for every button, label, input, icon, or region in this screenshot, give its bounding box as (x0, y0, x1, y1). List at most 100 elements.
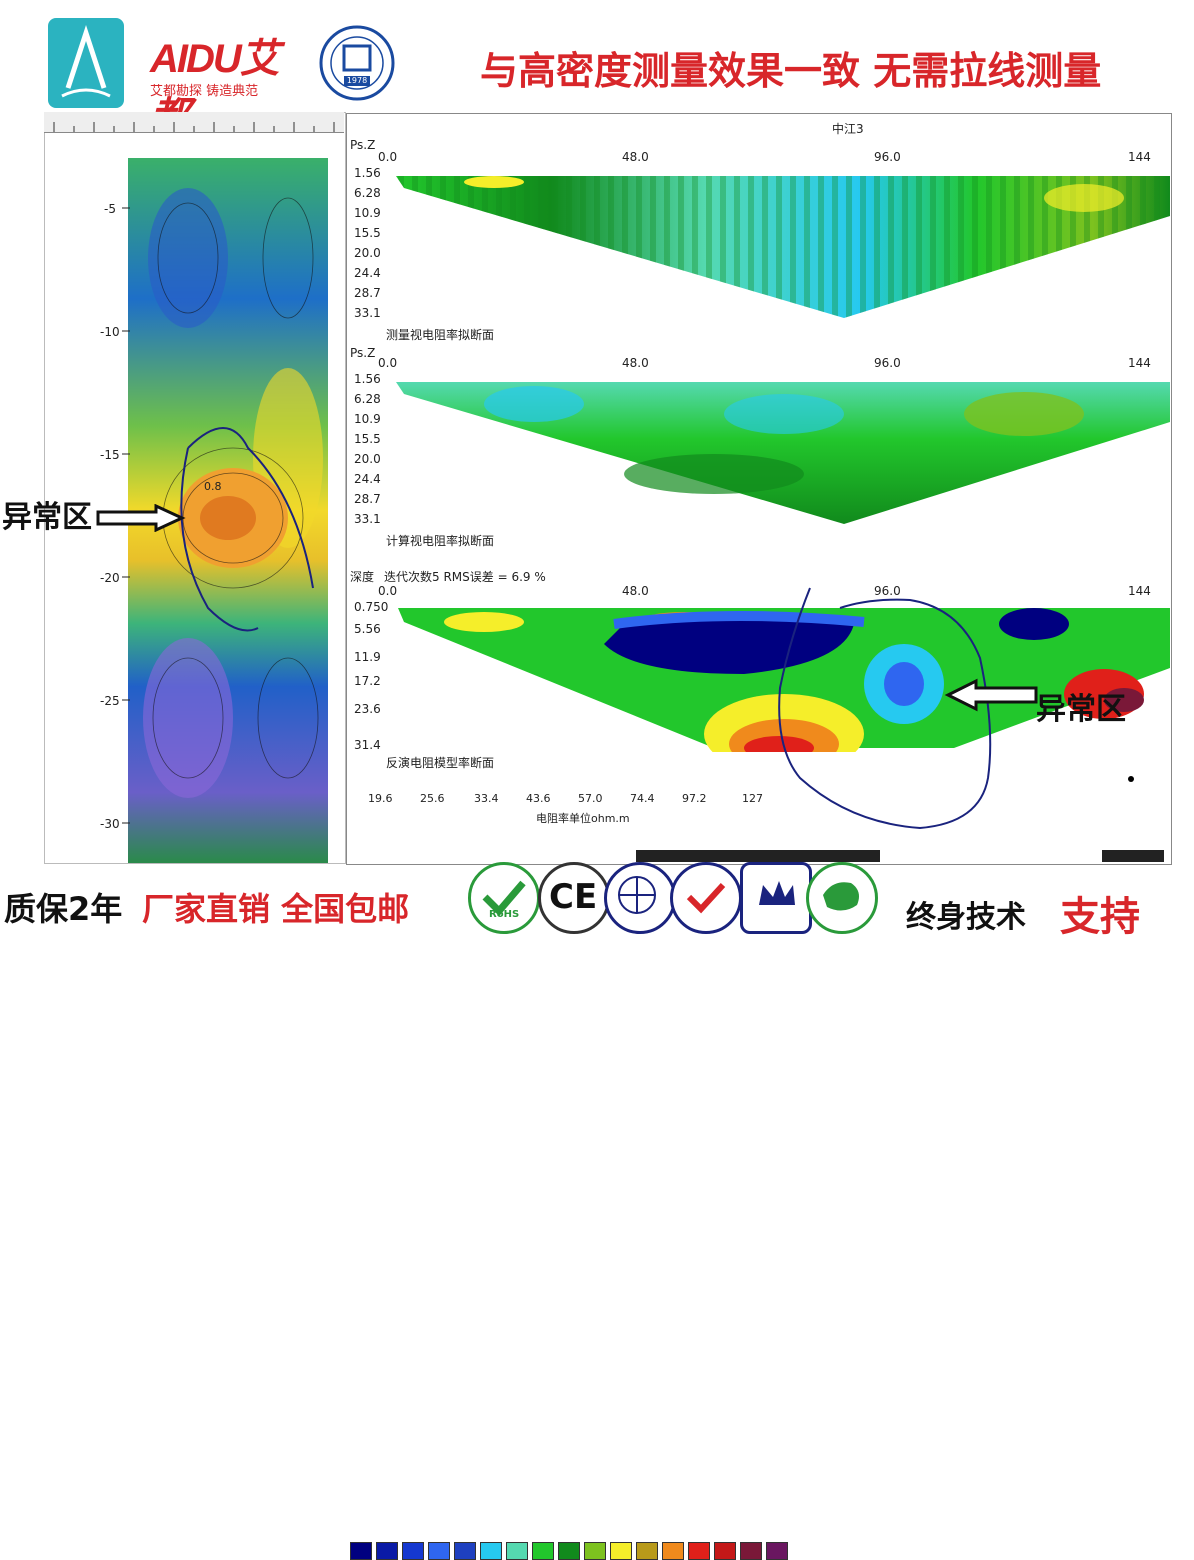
legend-swatch (506, 1542, 528, 1560)
y-tick: 20.0 (354, 246, 381, 260)
left-arrow-icon (96, 504, 186, 532)
ce-cert-icon: CE (538, 862, 610, 934)
axis-label-psz: Ps.Z (350, 138, 376, 152)
panel2-pseudosection (396, 382, 1170, 524)
y-tick: 1.56 (354, 372, 381, 386)
y-tick: 31.4 (354, 738, 381, 752)
panel3-y-axis: 0.750 5.56 11.9 17.2 23.6 31.4 (352, 600, 392, 752)
right-arrow-icon (944, 678, 1038, 712)
x-tick: 0.0 (378, 356, 398, 370)
y-tick: 33.1 (354, 512, 381, 526)
y-tick: 0.750 (354, 600, 389, 614)
dot-marker (1128, 776, 1134, 782)
rohs-cert-icon: RoHS (468, 862, 540, 934)
depth-tick-label: -10 (100, 325, 120, 339)
panel1-pseudosection (396, 176, 1170, 318)
checkmark-icon (686, 882, 726, 914)
legend-value: 127 (742, 792, 763, 805)
scroll-bar-segment (1102, 850, 1164, 862)
axis-label-psz: Ps.Z (350, 346, 376, 360)
depth-tick-label: -30 (100, 817, 120, 831)
x-tick: 48.0 (622, 150, 649, 164)
y-tick: 33.1 (354, 306, 381, 320)
legend-swatch (662, 1542, 684, 1560)
y-tick: 20.0 (354, 452, 381, 466)
panel3-inversion-section (398, 608, 1170, 752)
warranty-text: 质保2年 (4, 890, 123, 928)
sales-text: 厂家直销 全国包邮 (142, 890, 410, 928)
anomaly-circle-annotation (778, 587, 992, 830)
y-tick: 1.56 (354, 166, 381, 180)
china-cert-icon (806, 862, 878, 934)
seal-icon (319, 25, 395, 101)
y-tick: 23.6 (354, 702, 381, 716)
legend-swatch (740, 1542, 762, 1560)
legend-swatch (532, 1542, 554, 1560)
depth-tick-label: -5 (104, 202, 116, 216)
x-tick: 144 (1128, 356, 1151, 370)
x-tick: 96.0 (874, 150, 901, 164)
legend-swatch (636, 1542, 658, 1560)
x-tick: 144 (1128, 584, 1151, 598)
left-depth-axis (122, 207, 130, 824)
right-anomaly-label: 异常区 (1036, 692, 1126, 727)
legend-value: 19.6 (368, 792, 393, 805)
x-tick: 48.0 (622, 584, 649, 598)
line-name: 中江3 (832, 122, 864, 136)
legend-value: 25.6 (420, 792, 445, 805)
y-tick: 24.4 (354, 472, 381, 486)
y-tick: 6.28 (354, 186, 381, 200)
panel3-caption: 反演电阻模型率断面 (386, 756, 495, 770)
map-icon (823, 882, 859, 911)
panel2-y-axis: 1.56 6.28 10.9 15.5 20.0 24.4 28.7 33.1 (352, 372, 384, 532)
y-tick: 15.5 (354, 432, 381, 446)
legend-unit: 电阻率单位ohm.m (536, 812, 630, 825)
left-anomaly-label: 异常区 (2, 500, 92, 535)
legend-value: 97.2 (682, 792, 707, 805)
y-tick: 10.9 (354, 206, 381, 220)
y-tick: 15.5 (354, 226, 381, 240)
depth-tick-label: -20 (100, 571, 120, 585)
ukas-cert-icon (740, 862, 812, 934)
legend-swatch (480, 1542, 502, 1560)
x-tick: 0.0 (378, 150, 398, 164)
panel1-caption: 测量视电阻率拟断面 (386, 328, 495, 342)
panel2-caption: 计算视电阻率拟断面 (386, 534, 495, 548)
contour-label: 0.8 (204, 480, 222, 493)
seal-year: 1978 (346, 76, 368, 85)
legend-swatch (350, 1542, 372, 1560)
legend-swatch (688, 1542, 710, 1560)
ce-label: CE (549, 877, 598, 917)
logo-a-icon (61, 24, 111, 98)
y-tick: 10.9 (354, 412, 381, 426)
y-tick: 28.7 (354, 286, 381, 300)
legend-swatch (454, 1542, 476, 1560)
y-tick: 28.7 (354, 492, 381, 506)
legend-value: 33.4 (474, 792, 499, 805)
support-suffix: 支持 (1060, 894, 1140, 940)
checkmark-icon (482, 880, 526, 917)
depth-tick-label: -25 (100, 694, 120, 708)
panel1-y-axis: 1.56 6.28 10.9 15.5 20.0 24.4 28.7 33.1 (352, 166, 384, 326)
legend-swatch (402, 1542, 424, 1560)
y-tick: 5.56 (354, 622, 381, 636)
top-ruler (44, 112, 344, 133)
y-tick: 6.28 (354, 392, 381, 406)
y-tick: 24.4 (354, 266, 381, 280)
y-tick: 11.9 (354, 650, 381, 664)
x-tick: 48.0 (622, 356, 649, 370)
legend-swatch (714, 1542, 736, 1560)
legend: 19.6 25.6 33.4 43.6 57.0 74.4 97.2 127 电… (350, 770, 810, 1560)
legend-swatch (376, 1542, 398, 1560)
legend-value: 57.0 (578, 792, 603, 805)
legend-swatch (428, 1542, 450, 1560)
legend-swatch (558, 1542, 580, 1560)
institute-seal: 1978 (318, 18, 396, 108)
y-tick: 17.2 (354, 674, 381, 688)
legend-swatch (610, 1542, 632, 1560)
axis-label-depth: 深度 (350, 570, 375, 584)
support-prefix: 终身技术 (906, 900, 1026, 935)
x-tick: 0.0 (378, 584, 398, 598)
globe-icon (618, 876, 656, 914)
iso-cert-icon (604, 862, 676, 934)
